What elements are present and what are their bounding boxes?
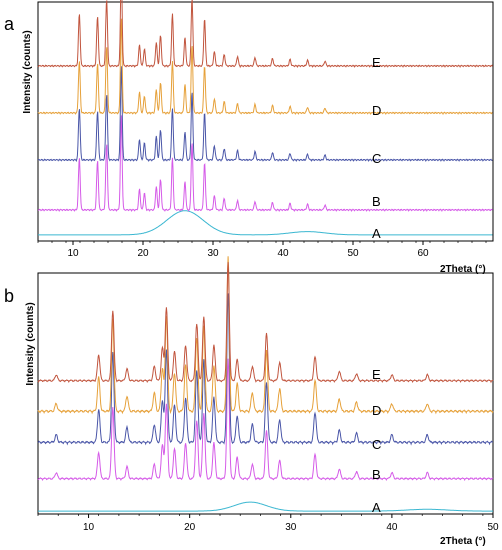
panel-a-series-labels: A B C D E [372, 55, 381, 241]
panel-a-ylabel: Intensity (counts) [22, 30, 33, 113]
series-label-A: A [372, 226, 381, 241]
series-line-B [37, 115, 493, 213]
x-tick-label-40: 40 [386, 522, 398, 533]
panel-b-traces [37, 256, 494, 512]
series-label-E: E [372, 367, 381, 382]
panel-a-traces [37, 0, 493, 236]
series-label-B: B [372, 194, 381, 209]
series-line-E [37, 262, 494, 384]
panel-b-series-labels: A BC D E [372, 367, 381, 515]
x-tick-label-60: 60 [417, 248, 429, 259]
series-line-C [37, 66, 493, 163]
panel-a-frame [37, 1, 494, 242]
panel-a-ticks: 10 20 30 40 50 60 [37, 241, 487, 259]
x-tick-label-20: 20 [184, 522, 196, 533]
series-line-A [38, 210, 493, 236]
series-label-D: D [372, 103, 381, 118]
series-line-B [37, 358, 494, 482]
series-label-C: C [372, 437, 381, 452]
series-label-D: D [372, 403, 381, 418]
panel-a-label: a [4, 14, 15, 34]
panel-a: a Intensity (counts) 2Theta (°) 10 20 30 40… [4, 0, 494, 275]
x-tick-label-50: 50 [487, 522, 499, 533]
panel-a-xlabel: 2Theta (°) [440, 264, 486, 275]
x-tick-label-30: 30 [207, 248, 219, 259]
series-line-A [38, 501, 493, 512]
x-tick-label-50: 50 [347, 248, 359, 259]
panel-b-label: b [4, 286, 14, 306]
series-line-D [37, 18, 493, 116]
x-tick-label-10: 10 [83, 522, 95, 533]
x-tick-label-40: 40 [277, 248, 289, 259]
panel-b-ticks: 10 20 30 40 50 [37, 514, 499, 533]
x-tick-label-30: 30 [285, 522, 297, 533]
x-tick-label-10: 10 [67, 248, 79, 259]
series-label-B: B [372, 467, 381, 482]
x-tick-label-20: 20 [137, 248, 149, 259]
series-line-C [37, 293, 494, 446]
series-line-E [37, 0, 493, 69]
series-label-C: C [372, 151, 381, 166]
series-label-A: A [372, 500, 381, 515]
panel-b-xlabel: 2Theta (°) [440, 536, 486, 547]
series-label-E: E [372, 55, 381, 70]
panel-b: b Intensity (counts) 2Theta (°) 10 20 30 40… [4, 256, 499, 547]
panel-b-ylabel: Intensity (counts) [25, 302, 36, 385]
panel-b-frame [37, 272, 494, 515]
